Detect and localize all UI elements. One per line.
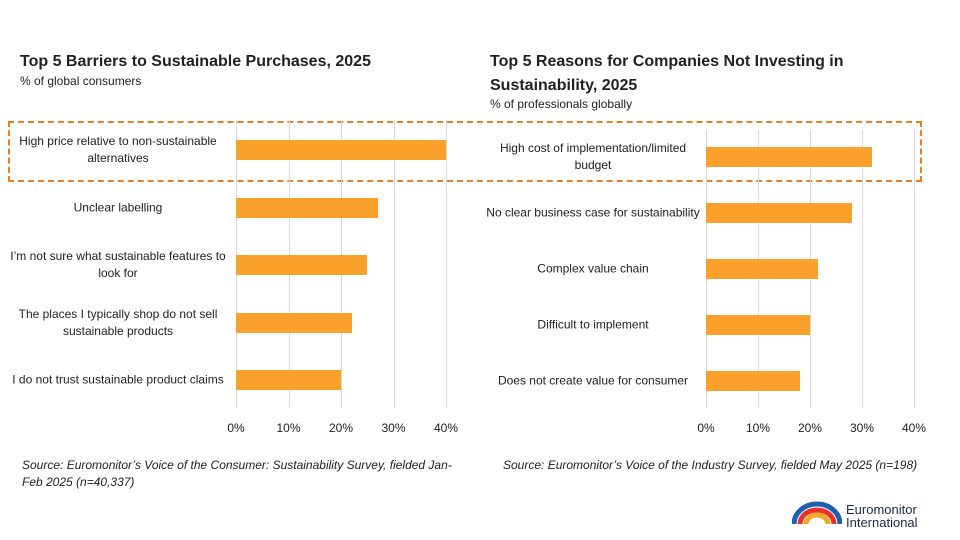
source-note: Source: Euromonitor’s Voice of the Indus… [503, 458, 918, 472]
bar [236, 197, 378, 218]
logo-text: Euromonitor [846, 502, 917, 517]
category-label: High price relative to non-sustainable a… [19, 134, 217, 165]
x-tick-label: 0% [227, 421, 245, 435]
category-label: Complex value chain [537, 261, 649, 276]
category-label: No clear business case for sustainabilit… [486, 205, 700, 220]
x-tick-label: 10% [745, 421, 771, 435]
chart-title: Top 5 Barriers to Sustainable Purchases,… [20, 53, 371, 70]
x-tick-label: 40% [901, 421, 927, 435]
grid-line [393, 120, 395, 408]
category-label: I do not trust sustainable product claim… [12, 372, 224, 387]
bar [236, 140, 446, 160]
x-tick-label: 0% [697, 421, 715, 435]
x-tick-label: 10% [276, 421, 301, 435]
x-tick-label: 20% [328, 421, 354, 435]
x-tick-label: 20% [797, 421, 823, 435]
grid-line [862, 130, 863, 408]
bar [706, 203, 852, 223]
source-note: Source: Euromonitor’s Voice of the Consu… [22, 458, 452, 489]
category-label: High cost of implementation/limited budg… [499, 141, 687, 172]
logo-text: International [846, 515, 918, 530]
bar [706, 315, 810, 335]
highlight-box [8, 121, 922, 182]
logo-icon [792, 501, 842, 525]
bar [236, 312, 352, 333]
x-tick-label: 40% [433, 421, 459, 435]
bar [706, 371, 800, 391]
x-tick-label: 30% [381, 421, 406, 435]
bar [706, 259, 818, 279]
category-label: I’m not sure what sustainable features t… [10, 249, 226, 280]
grid-line [446, 120, 447, 408]
chart-subtitle: % of professionals globally [490, 97, 633, 111]
bar [236, 370, 341, 390]
category-label: Does not create value for consumer [497, 373, 689, 388]
category-label: The places I typically shop do not sell … [18, 306, 218, 338]
grid-line [914, 130, 915, 408]
category-label: Unclear labelling [73, 200, 163, 214]
bar [706, 147, 873, 167]
x-tick-label: 30% [849, 421, 875, 435]
chart-subtitle: % of global consumers [20, 74, 142, 88]
bar [236, 255, 368, 275]
chart-title: Top 5 Reasons for Companies Not Investin… [490, 53, 844, 94]
category-label: Difficult to implement [537, 317, 649, 332]
